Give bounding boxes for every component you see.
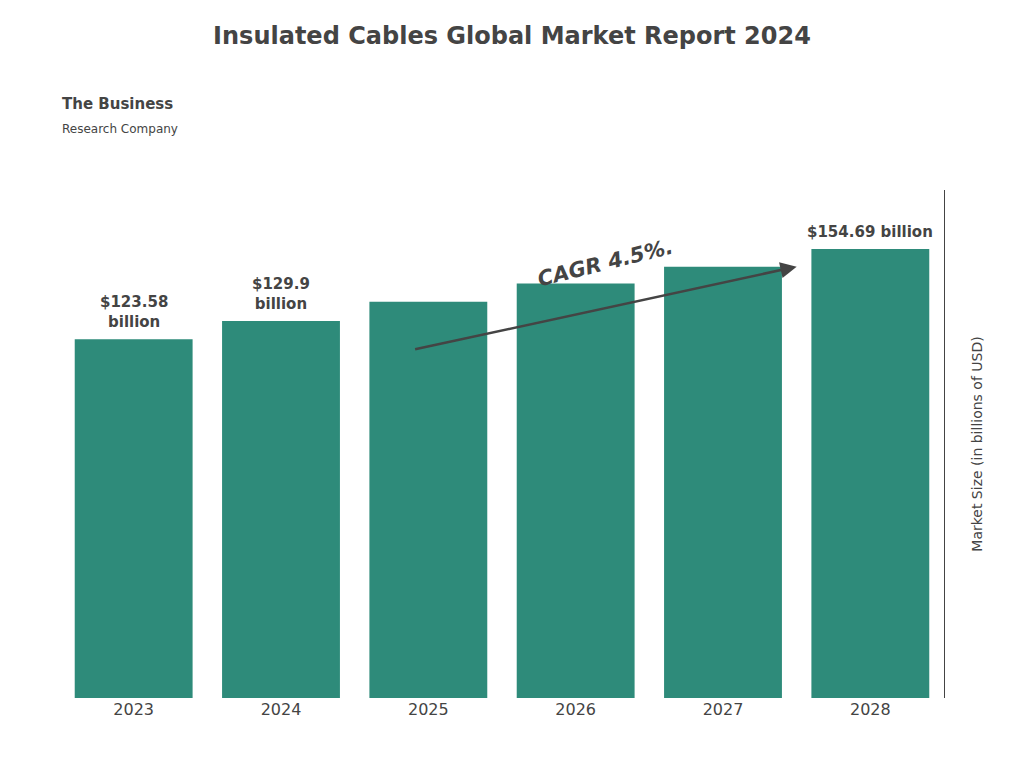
svg-text:2023: 2023 [113,700,154,719]
svg-text:2028: 2028 [850,700,891,719]
svg-text:The Business: The Business [62,95,173,113]
svg-text:$129.9billion: $129.9billion [252,275,310,313]
svg-text:$123.58billion: $123.58billion [100,293,168,331]
svg-text:2025: 2025 [408,700,449,719]
svg-text:2027: 2027 [703,700,744,719]
svg-text:$154.69 billion: $154.69 billion [807,223,933,241]
svg-text:Market Size (in billions of US: Market Size (in billions of USD) [969,336,985,551]
svg-text:Insulated Cables Global Market: Insulated Cables Global Market Report 20… [213,22,811,50]
svg-text:CAGR 4.5%.: CAGR 4.5%. [535,235,675,292]
svg-text:2024: 2024 [261,700,302,719]
svg-text:Research Company: Research Company [62,122,178,136]
svg-text:2026: 2026 [555,700,596,719]
